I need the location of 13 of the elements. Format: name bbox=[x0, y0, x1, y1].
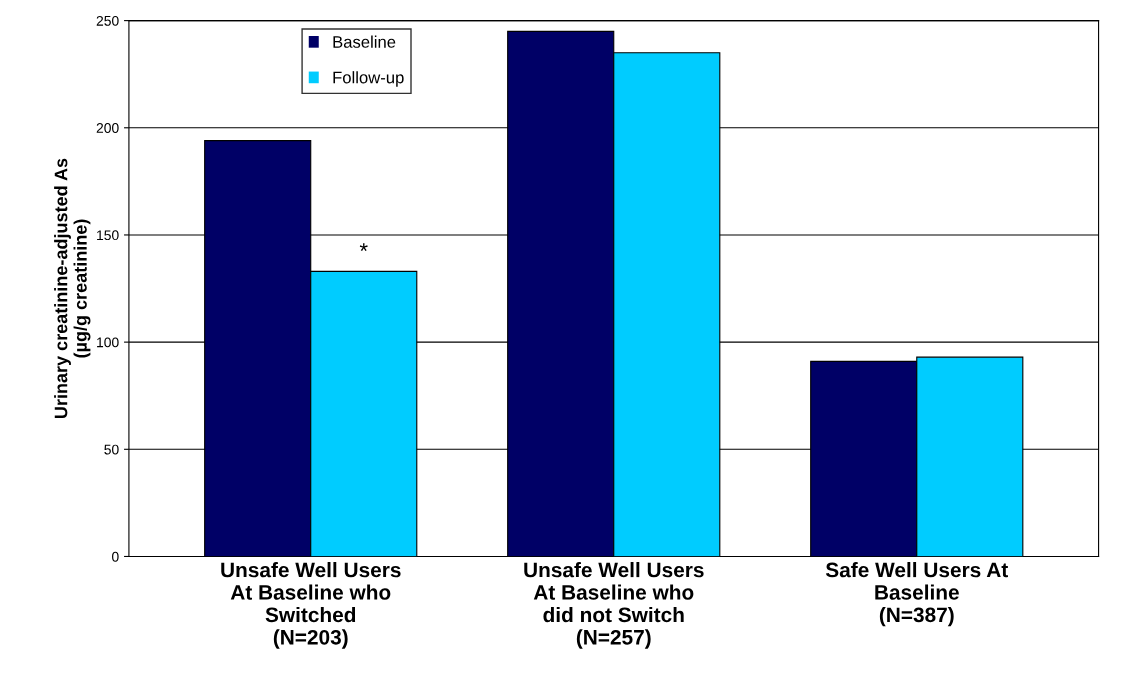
y-axis-title: Urinary creatinine-adjusted As (µg/g creatinine) bbox=[54, 158, 91, 419]
y-tick-label: 250 bbox=[96, 15, 119, 26]
x-tick-label: Unsafe Well Users At Baseline who did not Switch (N=257) bbox=[524, 562, 704, 649]
legend-label: Baseline bbox=[333, 35, 396, 48]
y-tick-label: 150 bbox=[97, 230, 119, 241]
annotation: * bbox=[359, 243, 368, 251]
y-tick-label: 100 bbox=[97, 337, 119, 348]
x-tick-label: Unsafe Well Users At Baseline who Switched (N=203) bbox=[221, 562, 401, 649]
y-tick-label: 50 bbox=[104, 444, 119, 455]
x-tick-label: Safe Well Users At Baseline (N=387) bbox=[825, 562, 1008, 627]
y-tick-label: 0 bbox=[112, 551, 119, 562]
y-tick-label: 200 bbox=[96, 123, 119, 133]
legend-label: Follow-up bbox=[333, 71, 404, 87]
